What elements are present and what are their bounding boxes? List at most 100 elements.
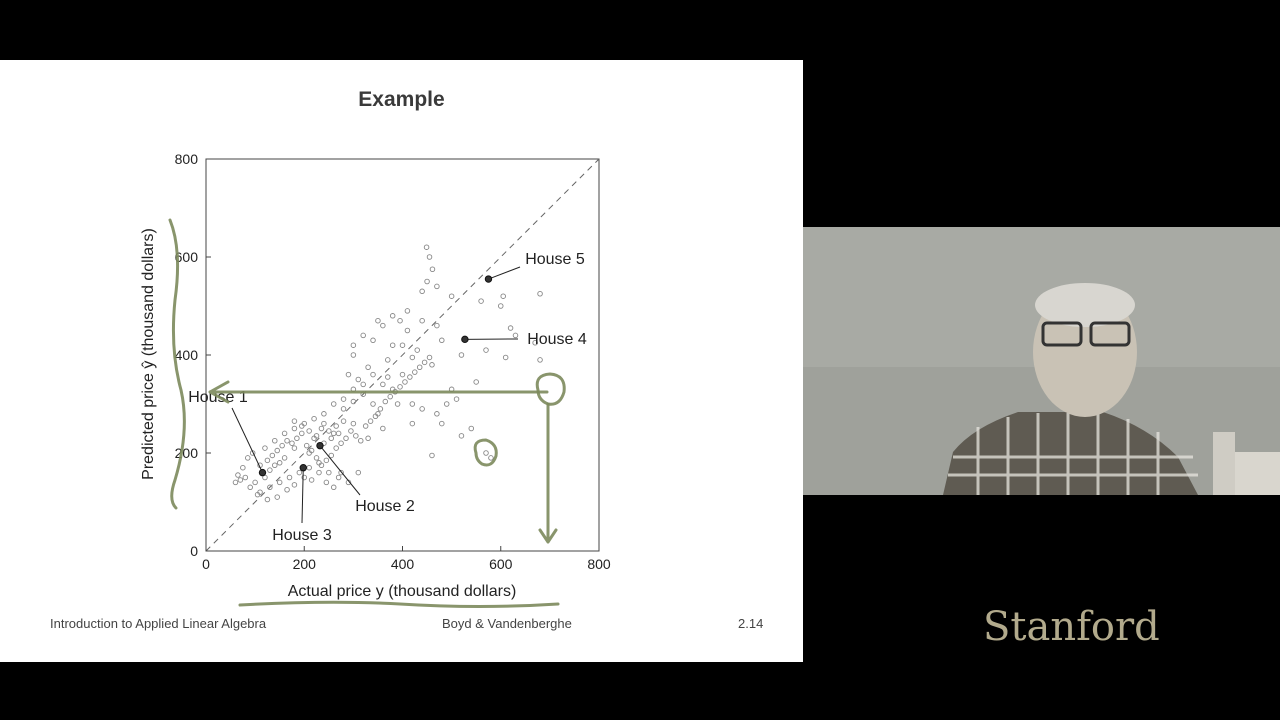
data-point — [294, 435, 300, 442]
data-point — [328, 452, 335, 459]
data-point — [279, 442, 285, 449]
data-point — [507, 325, 514, 331]
x-tick-label: 400 — [391, 556, 415, 572]
ink-circle-small — [473, 438, 498, 467]
data-point — [380, 425, 386, 432]
data-point — [502, 354, 509, 361]
data-point — [350, 342, 357, 348]
data-point — [272, 438, 278, 444]
y-tick-label: 400 — [175, 347, 199, 363]
data-point — [412, 369, 418, 375]
data-point — [372, 413, 379, 420]
data-point — [439, 420, 445, 427]
data-point — [333, 423, 339, 429]
data-point — [385, 374, 391, 380]
data-point — [326, 428, 332, 434]
data-point — [500, 293, 506, 299]
data-point — [387, 393, 393, 400]
data-point — [281, 455, 288, 461]
data-point — [532, 340, 538, 346]
data-point — [269, 452, 276, 459]
data-point — [407, 374, 413, 380]
data-point — [348, 428, 354, 434]
data-point — [375, 317, 381, 324]
ink-brace-y-axis — [168, 218, 186, 510]
data-point — [284, 438, 290, 444]
data-point — [323, 479, 330, 486]
data-point — [355, 469, 362, 476]
house-marker — [316, 441, 324, 450]
data-point — [389, 313, 396, 319]
data-point — [365, 435, 371, 442]
x-axis-label: Actual price y (thousand dollars) — [288, 583, 517, 600]
data-point — [385, 357, 391, 363]
data-point — [350, 352, 357, 358]
y-tick-label: 0 — [190, 543, 198, 559]
house-marker — [299, 464, 307, 472]
data-point — [377, 406, 384, 412]
data-point — [488, 455, 494, 461]
house-leader-line — [231, 407, 263, 473]
data-point — [276, 479, 283, 486]
data-point — [340, 396, 347, 402]
y-tick-label: 600 — [175, 249, 199, 265]
data-point — [404, 327, 411, 334]
data-point — [429, 266, 436, 272]
data-point — [419, 317, 425, 324]
data-point — [414, 347, 420, 353]
data-point — [242, 474, 249, 481]
x-tick-label: 0 — [202, 556, 210, 572]
data-point — [365, 364, 371, 371]
data-point — [416, 364, 423, 371]
data-point — [483, 347, 489, 353]
data-point — [267, 467, 273, 473]
footer-course-title: Introduction to Applied Linear Algebra — [50, 616, 267, 631]
y-tick-label: 800 — [175, 151, 199, 167]
data-point — [321, 411, 327, 417]
data-point — [316, 469, 322, 476]
data-point — [247, 484, 253, 491]
data-point — [402, 379, 408, 385]
data-point — [291, 418, 298, 424]
data-point — [483, 450, 489, 456]
data-point — [399, 371, 406, 378]
data-point — [537, 357, 543, 363]
data-point — [340, 418, 347, 424]
ink-underline-x-label — [238, 600, 560, 608]
data-point — [409, 354, 416, 361]
data-point — [448, 293, 455, 299]
data-point — [409, 420, 416, 427]
data-point — [321, 420, 327, 427]
footer-authors: Boyd & Vandenberghe — [442, 616, 572, 631]
data-point — [360, 381, 366, 388]
data-point — [434, 283, 440, 290]
data-point — [426, 354, 433, 361]
data-point — [409, 401, 416, 407]
data-point — [313, 455, 320, 461]
data-point — [434, 411, 440, 417]
data-point — [537, 290, 543, 297]
ink-arrow-horizontal — [208, 380, 549, 404]
data-point — [276, 460, 283, 466]
data-point — [468, 425, 475, 432]
data-point — [355, 376, 362, 383]
data-point — [299, 423, 305, 429]
house-label: House 2 — [355, 498, 415, 515]
house-marker — [461, 335, 469, 344]
data-point — [434, 322, 440, 329]
house-marker — [258, 468, 267, 477]
data-point — [330, 401, 337, 407]
data-point — [399, 342, 406, 348]
data-point — [313, 433, 320, 439]
ink-circle-point — [535, 372, 566, 406]
data-point — [370, 337, 376, 344]
data-point — [308, 477, 315, 483]
data-point — [380, 322, 386, 329]
y-axis-label: Predicted price ŷ (thousand dollars) — [140, 228, 157, 480]
data-point — [252, 479, 258, 486]
data-point — [316, 460, 322, 466]
data-point — [303, 442, 310, 449]
data-point — [284, 487, 290, 493]
data-point — [306, 428, 312, 434]
